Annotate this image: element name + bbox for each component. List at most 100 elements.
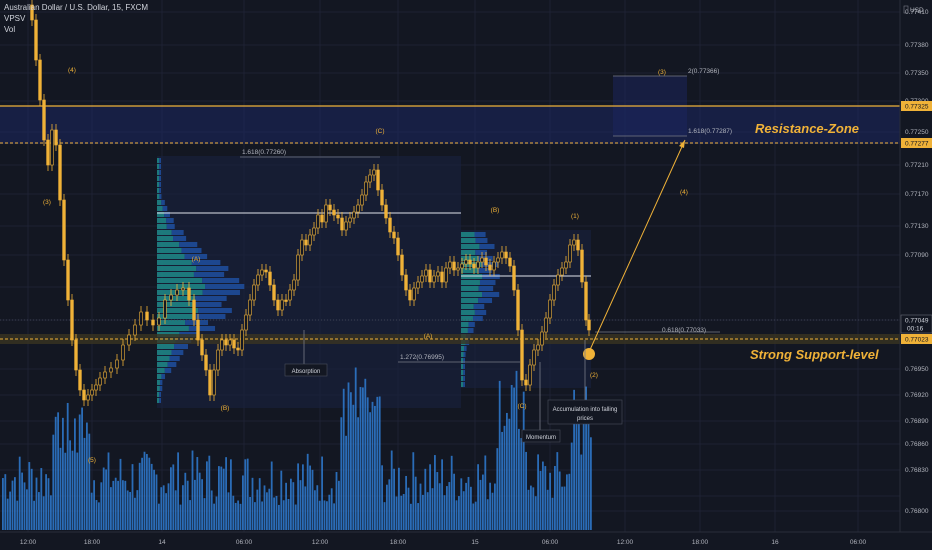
volume-bar [297, 463, 299, 530]
candle-body [163, 299, 167, 319]
volume-bar [239, 503, 242, 530]
volume-bar [458, 496, 460, 530]
fib-label-2: 1.272(0.76995) [400, 354, 444, 361]
usd-dropdown-icon[interactable] [903, 5, 909, 14]
volume-bar [38, 492, 40, 530]
time-tick: 12:00 [312, 539, 329, 546]
volume-bar [191, 450, 194, 530]
volume-bar [102, 467, 105, 530]
wave-label-3b: (3) [658, 69, 666, 76]
profile-bar-up [461, 358, 464, 363]
volume-bar [371, 401, 374, 530]
profile-bar-down [191, 260, 221, 265]
profile-bar-down [478, 298, 493, 303]
candle-body [520, 329, 524, 381]
volume-bar [506, 412, 508, 530]
volume-bar [227, 492, 230, 530]
profile-bar-up [157, 260, 192, 265]
profile-bar-down [195, 296, 227, 301]
volume-bar [93, 480, 95, 530]
volume-bar [582, 407, 585, 530]
indicator-vpsv[interactable]: VPSV [4, 14, 26, 23]
candle-body [252, 284, 256, 301]
volume-bar [532, 487, 535, 530]
volume-bar [412, 452, 415, 530]
volume-bar [393, 468, 395, 530]
volume-bar [114, 477, 117, 530]
currency-label[interactable]: USD [910, 7, 924, 14]
candle-body [74, 339, 78, 371]
candle-body [145, 311, 149, 321]
volume-bar [30, 468, 33, 530]
candle-body [94, 384, 98, 391]
symbol-title[interactable]: Australian Dollar / U.S. Dollar, 15, FXC… [4, 3, 149, 12]
target-point[interactable] [583, 348, 595, 360]
profile-bar-up [157, 326, 189, 331]
profile-bar-up [157, 212, 165, 217]
volume-bar [453, 473, 455, 530]
candle-body [564, 261, 568, 269]
volume-bar [345, 435, 347, 530]
volume-bar [23, 482, 26, 530]
volume-bar [544, 466, 547, 530]
profile-bar-up [461, 280, 480, 285]
resistance-zone-label: Resistance-Zone [755, 121, 859, 136]
profile-bar-down [159, 188, 161, 193]
resistance-tag-bg [901, 101, 932, 111]
volume-bar [158, 503, 160, 530]
volume-bar [556, 452, 559, 530]
price-tick: 0.77210 [905, 162, 929, 169]
candle-body [46, 139, 50, 166]
volume-bar [422, 494, 424, 530]
profile-bar-up [157, 386, 160, 391]
volume-bar [477, 464, 479, 530]
volume-bar [119, 458, 122, 530]
candle-body [98, 377, 102, 386]
profile-bar-up [157, 230, 172, 235]
volume-bar [242, 475, 244, 530]
profile-bar-up [157, 188, 160, 193]
profile-bar-up [157, 182, 160, 187]
profile-bar-down [468, 322, 475, 327]
candle-body [348, 217, 352, 223]
volume-bar [268, 488, 271, 530]
volume-bar [21, 472, 23, 530]
candle-body [316, 214, 320, 229]
indicator-vol[interactable]: Vol [4, 25, 16, 34]
profile-bar-up [461, 352, 464, 357]
profile-bar-up [461, 232, 475, 237]
profile-bar-down [192, 302, 222, 307]
time-axis[interactable] [0, 532, 932, 550]
candle-body [157, 317, 161, 326]
volume-bar [580, 454, 583, 530]
profile-bar-up [157, 344, 175, 349]
price-axis[interactable] [900, 0, 932, 532]
candle-body [400, 254, 404, 276]
candle-body [169, 294, 173, 301]
volume-bar [410, 503, 412, 530]
profile-bar-down [467, 328, 474, 333]
candle-body [512, 265, 516, 291]
candle-body [276, 299, 280, 311]
volume-bar [530, 485, 532, 530]
resistance-zone-band [0, 106, 900, 144]
volume-bar [292, 482, 295, 530]
profile-bar-up [461, 268, 478, 273]
candle-body [268, 271, 272, 286]
time-tick: 06:00 [542, 539, 559, 546]
volume-bar [184, 472, 187, 530]
candle-body [436, 271, 440, 277]
volume-bar [6, 498, 9, 530]
profile-bar-up [461, 238, 476, 243]
volume-bar [143, 451, 146, 530]
candle-body [456, 267, 460, 271]
volume-bar [141, 457, 143, 530]
volume-bar [573, 389, 575, 530]
price-tick: 0.77410 [905, 9, 929, 16]
candle-body [452, 261, 456, 271]
profile-bar-up [157, 296, 196, 301]
profile-bar-up [157, 308, 199, 313]
volume-bar [474, 501, 477, 530]
profile-bar-down [202, 278, 240, 283]
